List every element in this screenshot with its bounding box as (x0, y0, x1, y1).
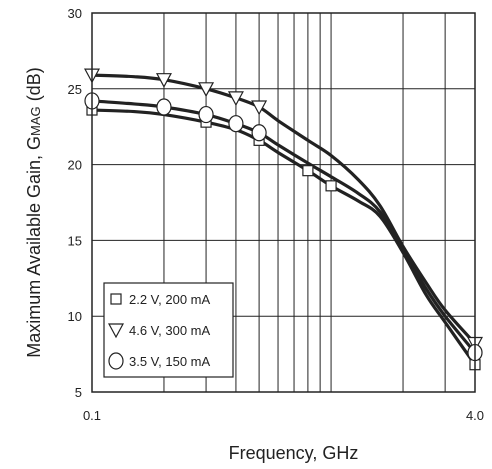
y-tick-label: 5 (75, 385, 82, 400)
x-tick-label: 0.1 (83, 408, 101, 423)
triangle-marker (155, 73, 172, 88)
y-tick-label: 30 (68, 6, 82, 21)
legend-box (103, 282, 234, 378)
y-axis-label-subscript: MAG (28, 106, 43, 136)
x-tick-labels: 0.1 4.0 (83, 408, 484, 423)
legend-item-label: 2.2 V, 200 mA (129, 292, 211, 307)
x-axis-label: Frequency, GHz (229, 443, 359, 463)
legend: 2.2 V, 200 mA 4.6 V, 300 mA 3.5 V, 150 mA (103, 282, 234, 378)
y-tick-label: 20 (68, 158, 82, 173)
y-tick-label: 25 (68, 82, 82, 97)
triangle-marker (251, 100, 268, 116)
triangle-marker (227, 91, 244, 107)
legend-item-label: 4.6 V, 300 mA (129, 323, 211, 338)
legend-item-label: 3.5 V, 150 mA (129, 354, 211, 369)
circle-marker (251, 124, 267, 142)
triangle-marker (198, 82, 215, 98)
y-tick-label: 15 (68, 233, 82, 248)
y-axis-label-unit: (dB) (24, 67, 44, 106)
series-line (91, 73, 477, 345)
square-marker (110, 293, 122, 305)
circle-marker (198, 105, 214, 124)
square-marker (325, 180, 337, 192)
circle-marker (228, 115, 244, 133)
series-line (91, 99, 477, 354)
plot-area (91, 12, 476, 393)
y-axis-label: Maximum Available Gain, GMAG (dB) (24, 67, 44, 357)
y-tick-labels: 5 10 15 20 25 30 (68, 6, 82, 400)
x-tick-label: 4.0 (466, 408, 484, 423)
square-marker (302, 165, 314, 177)
circle-marker (108, 352, 124, 370)
triangle-marker (107, 323, 125, 339)
y-tick-label: 10 (68, 309, 82, 324)
y-axis-label-main: Maximum Available Gain, G (24, 136, 44, 358)
circle-marker (156, 98, 172, 116)
